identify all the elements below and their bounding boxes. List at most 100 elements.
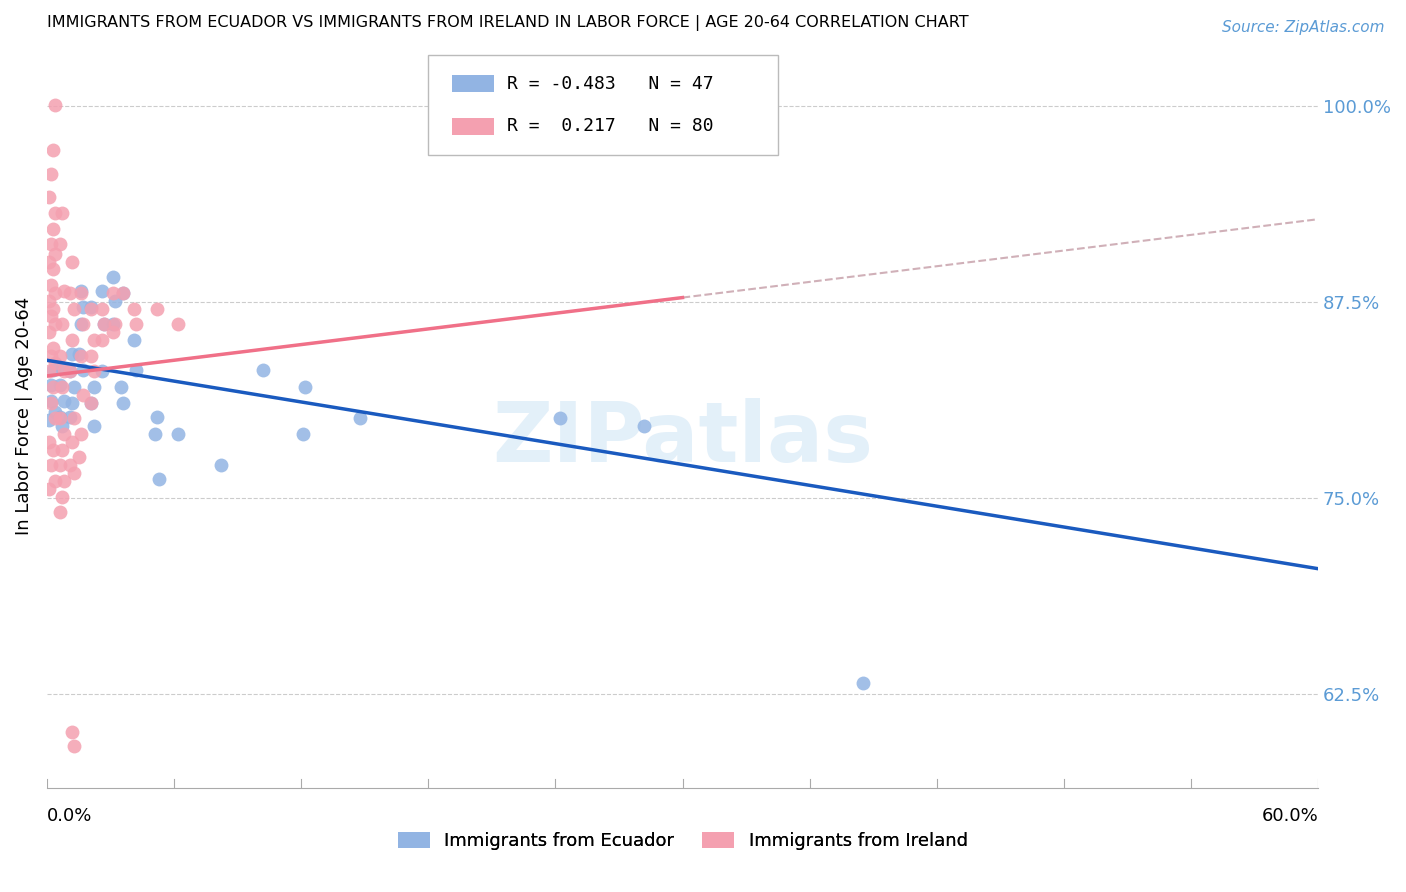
Point [63, 301, 86, 316]
Point [38, 413, 60, 427]
Point [80, 395, 103, 409]
Point [39, 378, 62, 392]
Point [44, 317, 66, 331]
Point [39, 349, 62, 363]
Point [80, 301, 103, 316]
Point [112, 285, 135, 300]
Point [125, 317, 148, 331]
Y-axis label: In Labor Force | Age 20-64: In Labor Force | Age 20-64 [15, 297, 32, 535]
Point [69, 285, 91, 300]
Point [39, 278, 62, 293]
Point [101, 325, 124, 339]
Text: ZIPatlas: ZIPatlas [492, 398, 873, 479]
Point [69, 285, 91, 299]
Point [59, 409, 82, 424]
Point [51, 206, 73, 220]
Point [39, 237, 62, 252]
Point [59, 458, 82, 473]
FancyBboxPatch shape [453, 76, 495, 92]
Point [48, 458, 70, 473]
Point [59, 285, 82, 300]
FancyBboxPatch shape [429, 54, 778, 155]
Point [52, 474, 75, 488]
FancyBboxPatch shape [453, 119, 495, 135]
Point [125, 362, 148, 376]
Point [44, 97, 66, 112]
Point [63, 739, 86, 753]
Point [252, 362, 274, 376]
Point [93, 317, 115, 331]
Point [72, 317, 94, 331]
Point [91, 301, 114, 316]
Point [44, 206, 66, 220]
Text: 0.0%: 0.0% [46, 807, 93, 825]
Point [101, 285, 124, 300]
Point [44, 356, 66, 370]
Point [42, 380, 65, 394]
Point [38, 364, 60, 378]
Point [104, 293, 127, 308]
Point [101, 270, 124, 285]
Point [93, 317, 115, 331]
Point [548, 411, 571, 425]
Point [42, 362, 65, 376]
Point [59, 364, 82, 378]
Point [52, 426, 75, 441]
Point [146, 301, 169, 316]
Point [67, 347, 90, 361]
Point [83, 333, 105, 347]
Point [51, 380, 73, 394]
Point [48, 409, 70, 424]
Point [101, 317, 124, 331]
Point [39, 395, 62, 409]
Point [60, 434, 83, 449]
Point [67, 450, 90, 465]
Point [39, 310, 62, 324]
Point [44, 405, 66, 419]
Point [51, 490, 73, 504]
Point [52, 285, 75, 299]
Point [60, 333, 83, 347]
Point [83, 419, 105, 434]
Point [44, 474, 66, 488]
Point [209, 458, 232, 473]
Point [91, 333, 114, 347]
Point [72, 362, 94, 376]
Point [852, 676, 875, 690]
Point [52, 364, 75, 378]
Point [42, 262, 65, 277]
Point [63, 466, 86, 480]
Point [72, 388, 94, 402]
Point [48, 378, 70, 392]
Point [143, 426, 166, 441]
Point [38, 325, 60, 339]
Point [83, 364, 105, 378]
Point [38, 293, 60, 308]
Point [48, 505, 70, 519]
Point [72, 300, 94, 314]
Point [51, 361, 73, 376]
Point [42, 442, 65, 457]
Point [38, 434, 60, 449]
Point [80, 300, 103, 314]
Point [80, 349, 103, 363]
Text: Source: ZipAtlas.com: Source: ZipAtlas.com [1222, 20, 1385, 35]
Point [63, 380, 86, 394]
Point [69, 317, 91, 331]
Point [91, 285, 114, 299]
Point [38, 482, 60, 496]
Point [146, 409, 169, 424]
Point [112, 285, 135, 300]
Point [38, 190, 60, 204]
Point [44, 246, 66, 260]
Point [42, 341, 65, 355]
Point [39, 167, 62, 181]
Point [60, 347, 83, 361]
Point [104, 317, 127, 331]
Text: IMMIGRANTS FROM ECUADOR VS IMMIGRANTS FROM IRELAND IN LABOR FORCE | AGE 20-64 CO: IMMIGRANTS FROM ECUADOR VS IMMIGRANTS FR… [46, 15, 969, 31]
Point [167, 317, 190, 331]
Point [42, 143, 65, 157]
Point [44, 285, 66, 300]
Point [51, 317, 73, 331]
Point [349, 411, 371, 425]
